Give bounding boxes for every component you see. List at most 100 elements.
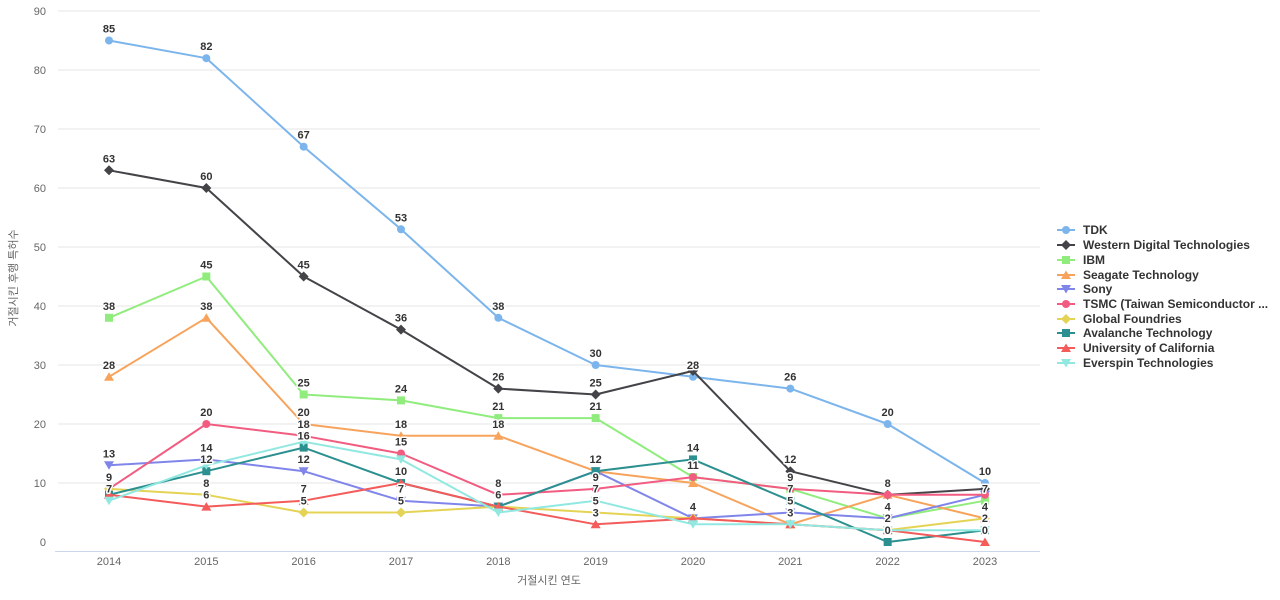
svg-text:24: 24 — [395, 383, 408, 395]
svg-text:14: 14 — [687, 442, 700, 454]
svg-text:18: 18 — [492, 419, 504, 431]
svg-text:45: 45 — [200, 260, 212, 272]
svg-text:11: 11 — [687, 460, 699, 472]
series-everspin-technologies[interactable] — [104, 437, 990, 535]
series-ibm[interactable] — [105, 272, 989, 523]
legend-item-label: Global Foundries — [1083, 311, 1182, 326]
svg-text:5: 5 — [787, 496, 793, 508]
legend-marker-icon — [1057, 329, 1075, 338]
svg-text:28: 28 — [687, 360, 699, 372]
svg-text:10: 10 — [979, 466, 991, 478]
legend-marker-icon — [1057, 285, 1075, 294]
legend-item-label: IBM — [1083, 252, 1105, 267]
svg-text:45: 45 — [298, 260, 310, 272]
svg-text:90: 90 — [34, 6, 46, 18]
svg-text:5: 5 — [301, 496, 307, 508]
svg-text:60: 60 — [34, 183, 46, 195]
svg-text:7: 7 — [398, 484, 404, 496]
legend-item-everspin-technologies[interactable]: Everspin Technologies — [1056, 355, 1268, 370]
series-seagate-technology[interactable] — [104, 313, 990, 529]
svg-text:8: 8 — [885, 478, 891, 490]
gridlines — [58, 10, 1040, 484]
svg-text:38: 38 — [200, 301, 212, 313]
legend-item-avalanche-technology[interactable]: Avalanche Technology — [1056, 326, 1268, 341]
legend-item-label: Western Digital Technologies — [1083, 238, 1250, 253]
svg-text:50: 50 — [34, 242, 46, 254]
legend-item-label: Sony — [1083, 282, 1113, 297]
svg-text:5: 5 — [398, 496, 404, 508]
svg-text:21: 21 — [492, 401, 504, 413]
svg-text:30: 30 — [34, 360, 46, 372]
svg-text:0: 0 — [982, 525, 988, 537]
svg-text:26: 26 — [784, 372, 796, 384]
legend-item-label: Seagate Technology — [1083, 267, 1199, 282]
y-axis-title: 거절시킨 후행 특허수 — [7, 229, 20, 326]
legend-item-university-of-california[interactable]: University of California — [1056, 341, 1268, 356]
svg-text:5: 5 — [593, 496, 599, 508]
legend-item-label: Avalanche Technology — [1083, 326, 1213, 341]
svg-text:82: 82 — [200, 41, 212, 53]
svg-text:8: 8 — [495, 478, 501, 490]
series-lines — [104, 36, 990, 546]
legend-item-tdk[interactable]: TDK — [1056, 223, 1268, 238]
svg-text:25: 25 — [298, 378, 310, 390]
svg-text:40: 40 — [34, 301, 46, 313]
legend-item-label: University of California — [1083, 341, 1215, 356]
svg-text:2014: 2014 — [97, 556, 121, 568]
svg-text:0: 0 — [40, 537, 46, 549]
svg-text:38: 38 — [103, 301, 115, 313]
svg-text:13: 13 — [103, 448, 115, 460]
svg-text:4: 4 — [885, 501, 892, 513]
svg-text:12: 12 — [298, 454, 310, 466]
legend-item-label: TDK — [1083, 223, 1108, 238]
svg-text:7: 7 — [787, 484, 793, 496]
svg-text:7: 7 — [301, 484, 307, 496]
svg-text:12: 12 — [784, 454, 796, 466]
legend-item-sony[interactable]: Sony — [1056, 282, 1268, 297]
series-western-digital-technologies[interactable] — [104, 165, 990, 500]
svg-text:7: 7 — [593, 484, 599, 496]
svg-text:3: 3 — [787, 507, 793, 519]
series-tdk[interactable] — [105, 36, 989, 488]
svg-text:2016: 2016 — [291, 556, 315, 568]
svg-text:15: 15 — [395, 437, 407, 449]
legend-marker-icon — [1057, 343, 1075, 353]
svg-text:2015: 2015 — [194, 556, 218, 568]
svg-text:85: 85 — [103, 24, 115, 36]
svg-text:2017: 2017 — [389, 556, 413, 568]
svg-text:2020: 2020 — [681, 556, 705, 568]
svg-text:20: 20 — [298, 407, 310, 419]
svg-text:36: 36 — [395, 313, 407, 325]
legend-item-western-digital-technologies[interactable]: Western Digital Technologies — [1056, 238, 1268, 253]
svg-text:67: 67 — [298, 130, 310, 142]
legend-marker-icon — [1057, 240, 1075, 251]
svg-text:9: 9 — [106, 472, 112, 484]
svg-text:14: 14 — [200, 442, 213, 454]
legend-marker-icon — [1057, 226, 1075, 235]
svg-text:6: 6 — [203, 490, 209, 502]
legend-item-seagate-technology[interactable]: Seagate Technology — [1056, 267, 1268, 282]
svg-text:2: 2 — [885, 513, 891, 525]
svg-text:4: 4 — [982, 501, 989, 513]
svg-text:20: 20 — [882, 407, 894, 419]
svg-text:7: 7 — [106, 484, 112, 496]
svg-text:18: 18 — [298, 419, 310, 431]
svg-text:12: 12 — [200, 454, 212, 466]
legend-item-tsmc-taiwan-semiconductor-[interactable]: TSMC (Taiwan Semiconductor ... — [1056, 297, 1268, 312]
svg-text:7: 7 — [982, 484, 988, 496]
legend-marker-icon — [1057, 313, 1075, 324]
legend-item-ibm[interactable]: IBM — [1056, 252, 1268, 267]
legend-marker-icon — [1057, 358, 1075, 368]
svg-text:18: 18 — [395, 419, 407, 431]
svg-text:2023: 2023 — [973, 556, 997, 568]
series-avalanche-technology[interactable] — [105, 443, 989, 546]
svg-text:10: 10 — [34, 478, 46, 490]
svg-text:26: 26 — [492, 372, 504, 384]
legend-item-global-foundries[interactable]: Global Foundries — [1056, 311, 1268, 326]
svg-text:8: 8 — [203, 478, 209, 490]
svg-text:10: 10 — [395, 466, 407, 478]
